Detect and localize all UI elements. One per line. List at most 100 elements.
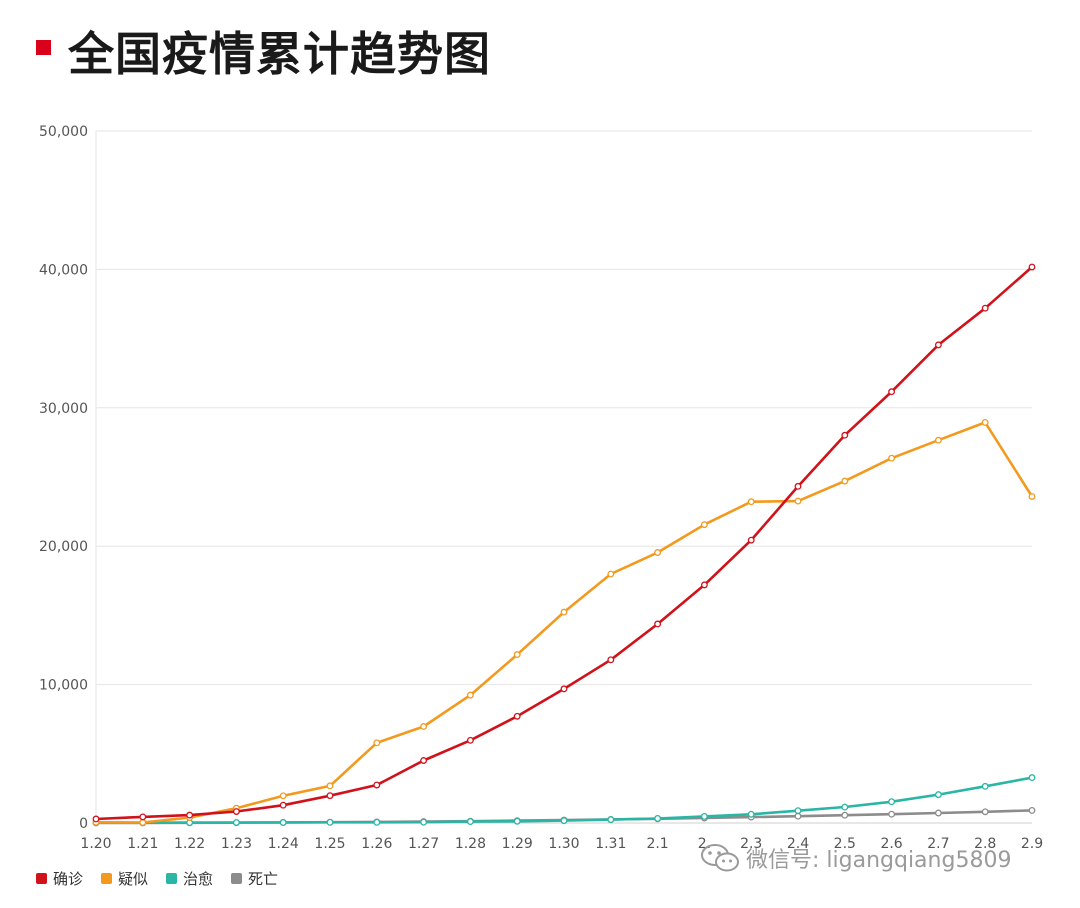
x-tick-label: 1.26 [361,836,392,852]
data-point [139,813,147,821]
legend: 确诊 疑似 治愈 死亡 [36,868,278,889]
x-tick-label: 2. [698,836,711,852]
data-point [326,818,334,826]
data-point [92,815,100,823]
legend-swatch [231,873,243,884]
data-point [654,549,662,556]
data-point [466,691,474,699]
x-tick-label: 2.4 [787,836,809,852]
series-lines [92,263,1036,827]
data-point [888,810,896,818]
data-point [654,620,662,628]
data-point [700,521,708,529]
data-point [139,819,147,826]
data-point [420,723,428,730]
x-tick-label: 1.24 [268,836,299,852]
x-tick-label: 1.20 [80,836,111,852]
y-tick-label: 10,000 [39,678,88,694]
y-tick-label: 40,000 [39,262,88,278]
series-line [95,266,1033,821]
x-tick-label: 1.21 [127,836,158,852]
wechat-icon [701,844,739,872]
watermark-text: 微信号: ligangqiang5809 [746,848,1012,873]
legend-item: 死亡 [231,868,278,889]
legend-swatch [166,873,178,884]
data-point [794,812,802,820]
data-point [466,818,474,826]
data-point [513,651,521,659]
data-point [560,817,568,825]
x-axis-ticks: 1.20 1.21 1.22 1.23 1.24 1.25 1.26 1.27 1.28 1.29… [80,836,1043,852]
data-point [279,792,287,800]
data-point [466,736,474,744]
x-tick-label: 2.7 [927,836,949,852]
legend-swatch [101,873,113,884]
x-tick-label: 1.28 [455,836,486,852]
data-point [420,757,428,764]
data-point [513,712,521,720]
data-point [747,498,755,506]
page-title: 全国疫情累计趋势图 [68,27,491,81]
legend-label: 治愈 [183,870,214,888]
x-tick-label: 2.9 [1021,836,1043,852]
data-point [560,608,568,616]
data-point [607,570,615,578]
data-point [888,388,896,396]
data-point [981,304,989,312]
x-tick-label: 1.27 [408,836,439,852]
data-point [747,810,755,818]
data-point [279,801,287,809]
y-tick-label: 20,000 [39,539,88,555]
x-tick-label: 1.22 [174,836,205,852]
data-point [934,809,942,817]
data-point [232,819,240,826]
data-point [841,803,849,811]
x-tick-label: 2.1 [646,836,668,852]
data-point [981,782,989,790]
data-point [981,418,989,426]
data-point [934,341,942,349]
legend-item: 确诊 [36,868,83,889]
data-point [373,781,381,789]
data-point [1028,806,1036,814]
y-axis-ticks: 0 10,000 20,000 30,000 40,000 50,000 [39,124,88,832]
data-point [279,819,287,826]
data-point [841,811,849,819]
data-point [700,581,708,589]
title-marker [36,40,51,55]
legend-label: 死亡 [248,870,279,888]
y-tick-label: 50,000 [39,124,88,140]
legend-swatch [36,873,47,884]
data-point [560,685,568,693]
x-tick-label: 1.25 [314,836,345,852]
x-tick-label: 1.30 [548,836,579,852]
series-2 [92,774,1036,827]
data-point [934,791,942,799]
data-point [326,782,334,790]
data-point [326,792,334,800]
data-point [747,536,755,544]
line-chart: 0 10,000 20,000 30,000 40,000 50,000 1.20 1.21… [39,124,1043,852]
x-tick-label: 1.23 [221,836,252,852]
data-point [232,808,240,815]
x-tick-label: 2.5 [834,836,856,852]
data-point [888,798,896,806]
legend-item: 治愈 [166,868,213,889]
data-point [981,808,989,816]
data-point [373,739,381,747]
data-point [794,497,802,505]
data-point [373,818,381,826]
data-point [607,656,615,664]
series-0 [92,263,1036,823]
data-point [654,815,662,822]
x-tick-label: 1.31 [595,836,626,852]
legend-label: 确诊 [53,870,84,888]
data-point [841,431,849,439]
data-point [513,817,521,825]
data-point [607,816,615,824]
series-line [95,421,1034,824]
data-point [1028,493,1036,500]
data-point [794,482,802,490]
legend-item: 疑似 [101,868,148,889]
x-tick-label: 2.6 [880,836,902,852]
